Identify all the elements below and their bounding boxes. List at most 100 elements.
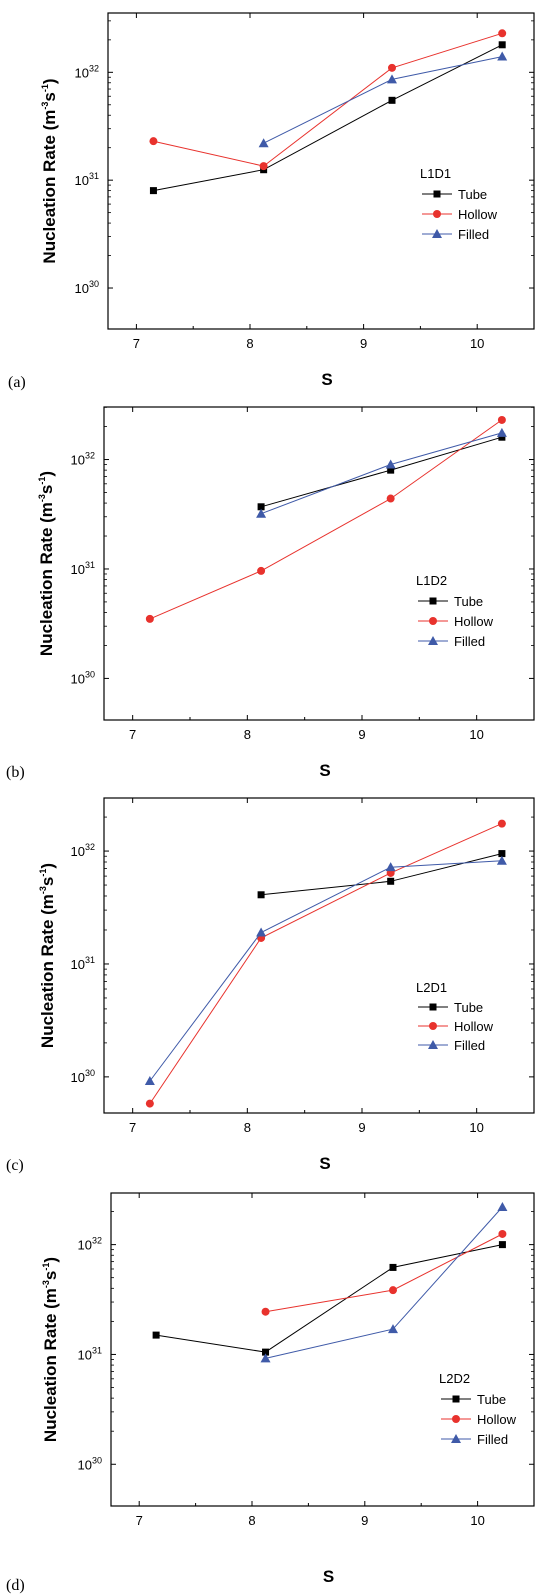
y-tick-label: 1032 xyxy=(75,63,99,80)
legend-label-hollow: Hollow xyxy=(454,1019,494,1034)
data-point-filled xyxy=(496,427,507,437)
x-tick-label: 9 xyxy=(361,1513,368,1528)
data-point-hollow xyxy=(145,1099,154,1108)
data-point-tube xyxy=(389,1263,397,1271)
legend-marker-hollow xyxy=(429,1022,437,1030)
series-line-tube xyxy=(261,853,503,896)
x-tick-label: 8 xyxy=(246,336,253,351)
series-line-hollow xyxy=(149,419,503,620)
legend-marker-hollow xyxy=(429,617,437,625)
y-axis-title: Nucleation Rate (m-3s-1) xyxy=(40,78,59,263)
legend: L2D1 Tube Hollow Filled xyxy=(416,980,494,1053)
x-tick-label: 8 xyxy=(244,1120,251,1135)
x-tick-label: 10 xyxy=(470,1513,484,1528)
data-point-hollow xyxy=(149,137,158,146)
x-tick-label: 8 xyxy=(244,727,251,742)
plot-frame xyxy=(107,12,535,330)
data-point-filled xyxy=(496,855,507,865)
x-tick-label: 7 xyxy=(136,1513,143,1528)
legend-marker-tube xyxy=(429,1003,437,1011)
panel-label: (d) xyxy=(6,1577,25,1594)
data-point-hollow xyxy=(497,415,506,424)
x-tick-label: 10 xyxy=(469,1120,483,1135)
y-tick-label: 1032 xyxy=(71,451,95,468)
data-point-tube xyxy=(387,877,395,885)
legend-label-filled: Filled xyxy=(454,634,485,649)
plot-frame xyxy=(103,406,535,721)
plot-frame xyxy=(110,1192,535,1507)
data-point-tube xyxy=(498,850,506,858)
x-tick-label: 7 xyxy=(129,1120,136,1135)
data-point-hollow xyxy=(497,819,506,828)
panel-label: (b) xyxy=(6,764,25,781)
series-line-hollow xyxy=(153,32,503,167)
data-point-tube xyxy=(257,891,265,899)
series-line-tube xyxy=(153,44,503,192)
data-point-tube xyxy=(498,1241,506,1249)
legend-title: L1D2 xyxy=(416,573,447,588)
legend-marker-tube xyxy=(429,597,437,605)
data-point-tube xyxy=(149,187,157,195)
data-point-filled xyxy=(387,74,397,84)
series-line-filled xyxy=(263,56,503,144)
x-tick-label: 10 xyxy=(470,336,484,351)
y-tick-label: 1031 xyxy=(71,560,95,577)
data-point-tube xyxy=(262,1348,270,1356)
legend-marker-filled xyxy=(432,229,442,238)
y-tick-label: 1030 xyxy=(75,279,99,296)
x-tick-label: 10 xyxy=(469,727,483,742)
data-point-tube xyxy=(388,96,396,104)
legend-label-tube: Tube xyxy=(477,1392,506,1407)
y-tick-label: 1030 xyxy=(71,1068,95,1085)
legend-marker-tube xyxy=(452,1395,460,1403)
legend-label-filled: Filled xyxy=(458,227,489,242)
data-point-filled xyxy=(256,508,267,518)
data-point-hollow xyxy=(145,614,154,623)
data-point-hollow xyxy=(498,29,507,38)
data-point-hollow xyxy=(257,566,266,575)
legend-label-tube: Tube xyxy=(454,1000,483,1015)
legend-label-hollow: Hollow xyxy=(458,207,498,222)
panel-label: (a) xyxy=(8,374,26,391)
x-tick-label: 9 xyxy=(360,336,367,351)
data-point-filled xyxy=(256,927,267,937)
data-point-filled xyxy=(497,51,508,61)
legend-label-filled: Filled xyxy=(477,1432,508,1447)
x-axis-title: S xyxy=(321,370,332,389)
panel-label: (c) xyxy=(6,1157,24,1174)
legend-label-filled: Filled xyxy=(454,1038,485,1053)
y-tick-label: 1032 xyxy=(78,1236,102,1253)
data-point-filled xyxy=(144,1075,155,1085)
data-point-tube xyxy=(387,466,395,474)
data-point-tube xyxy=(498,433,506,441)
x-tick-label: 8 xyxy=(248,1513,255,1528)
x-tick-label: 9 xyxy=(358,1120,365,1135)
legend-label-hollow: Hollow xyxy=(477,1412,517,1427)
x-axis-title: S xyxy=(319,761,330,780)
x-axis-title: S xyxy=(319,1154,330,1173)
legend-title: L1D1 xyxy=(420,166,451,181)
chart-panel-d: 7 8 9 10 1030 1031 1032 L2D2 Tube Hollow Filled S Nu… xyxy=(6,1192,535,1594)
data-point-hollow xyxy=(389,1286,397,1295)
data-point-hollow xyxy=(388,63,396,72)
data-point-hollow xyxy=(498,1229,507,1238)
legend: L1D2 Tube Hollow Filled xyxy=(416,573,494,649)
data-point-filled xyxy=(385,862,396,872)
y-tick-label: 1030 xyxy=(71,669,95,686)
y-axis-title: Nucleation Rate (m-3s-1) xyxy=(41,1257,60,1442)
series-line-hollow xyxy=(149,823,503,1104)
data-point-filled xyxy=(260,1353,271,1363)
data-point-filled xyxy=(258,138,269,148)
y-tick-label: 1031 xyxy=(75,171,99,188)
legend-marker-filled xyxy=(451,1434,461,1443)
series-line-tube xyxy=(156,1244,503,1353)
data-point-filled xyxy=(497,1202,508,1212)
legend: L1D1 Tube Hollow Filled xyxy=(420,166,498,242)
series-line-tube xyxy=(260,436,503,508)
y-axis-title: Nucleation Rate (m-3s-1) xyxy=(37,471,56,656)
data-point-hollow xyxy=(259,162,268,171)
legend-marker-filled xyxy=(428,1040,438,1049)
data-point-hollow xyxy=(261,1307,270,1316)
chart-panel-c: 7 8 9 10 1030 1031 1032 L2D1 Tube Hollow Filled S Nu… xyxy=(6,797,535,1174)
